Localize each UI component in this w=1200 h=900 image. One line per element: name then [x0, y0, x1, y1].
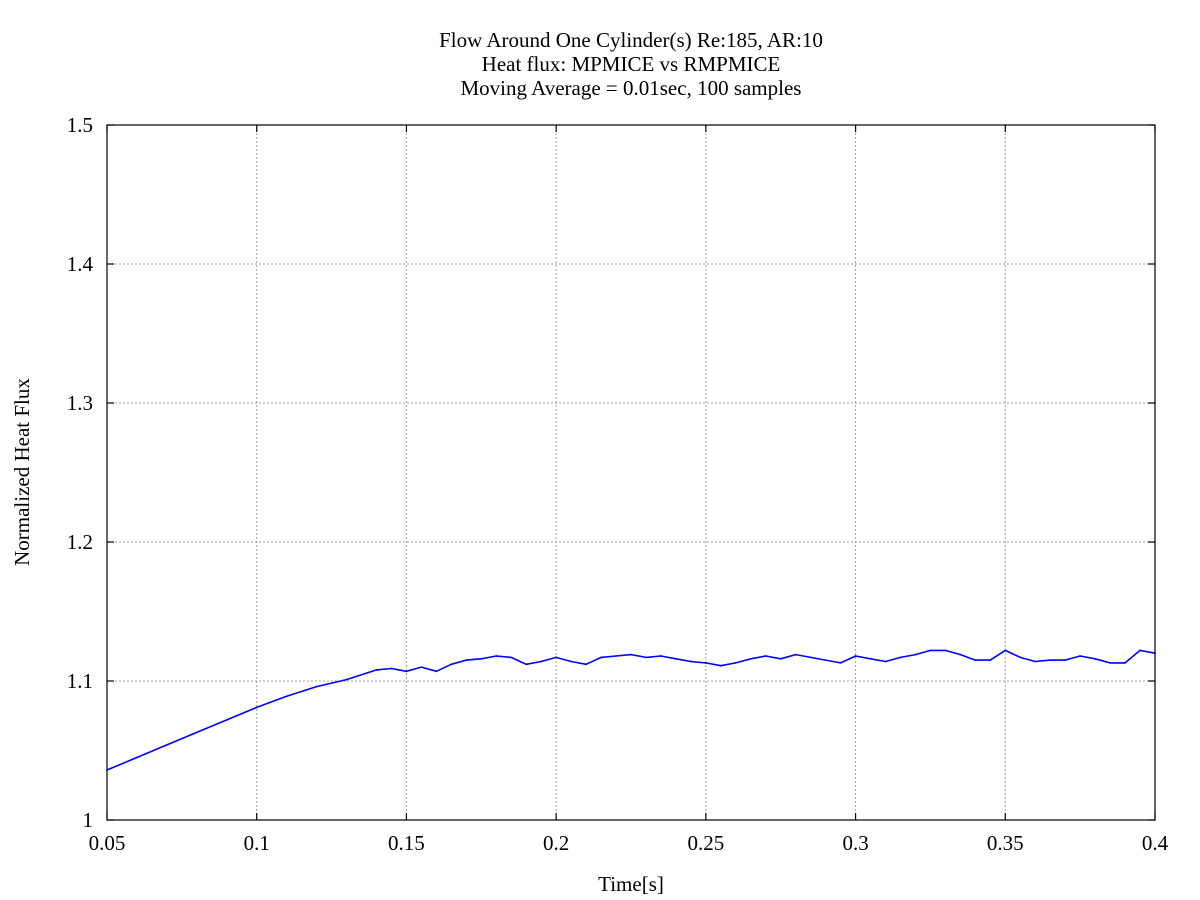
- data-point: [1124, 662, 1126, 664]
- y-tick-label: 1.1: [67, 669, 93, 693]
- y-axis-label: Normalized Heat Flux: [10, 378, 34, 566]
- data-point: [854, 655, 857, 657]
- x-tick-label: 0.4: [1142, 831, 1169, 855]
- data-point: [929, 649, 932, 652]
- data-point: [884, 660, 887, 663]
- data-point: [615, 655, 617, 657]
- data-point: [645, 656, 647, 659]
- x-tick-label: 0.35: [987, 831, 1024, 855]
- data-point: [1004, 649, 1007, 652]
- data-point: [570, 660, 572, 663]
- data-point: [375, 669, 378, 671]
- data-point: [435, 670, 438, 673]
- x-tick-label: 0.25: [687, 831, 724, 855]
- data-point: [705, 662, 707, 664]
- data-point: [989, 659, 992, 661]
- y-tick-label: 1.5: [67, 113, 93, 137]
- x-axis-label: Time[s]: [598, 872, 664, 896]
- chart-title: Flow Around One Cylinder(s) Re:185, AR:1…: [439, 28, 823, 100]
- x-tick-label: 0.05: [89, 831, 126, 855]
- data-point: [1034, 660, 1037, 663]
- series-group: [106, 649, 1156, 771]
- data-point: [555, 656, 557, 659]
- data-point: [285, 695, 288, 698]
- data-point: [824, 659, 827, 661]
- data-point: [465, 659, 468, 661]
- data-point: [480, 657, 483, 660]
- y-tick-label: 1.3: [67, 391, 93, 415]
- chart-title-line-1: Flow Around One Cylinder(s) Re:185, AR:1…: [439, 28, 823, 52]
- data-point: [585, 663, 587, 666]
- data-point: [719, 664, 722, 667]
- y-tick-label: 1.2: [67, 530, 93, 554]
- data-point: [1094, 657, 1096, 660]
- data-point: [794, 653, 797, 656]
- data-point: [1019, 656, 1022, 659]
- data-point: [255, 706, 258, 709]
- data-point: [839, 662, 842, 664]
- data-point: [630, 653, 632, 656]
- data-point: [974, 659, 977, 661]
- data-point: [809, 656, 812, 659]
- y-tick-label: 1.4: [67, 252, 94, 276]
- data-point: [195, 731, 198, 734]
- data-point: [510, 656, 513, 659]
- data-point: [944, 649, 947, 652]
- series-line: [106, 649, 1156, 771]
- data-point: [405, 670, 408, 673]
- data-point: [600, 656, 602, 659]
- data-point: [660, 655, 662, 657]
- data-point: [540, 660, 543, 663]
- data-point: [764, 655, 767, 657]
- plot-frame: [106, 124, 1156, 821]
- data-point: [166, 744, 168, 746]
- x-tick-label: 0.15: [388, 831, 425, 855]
- data-point: [1079, 655, 1081, 657]
- grid: [107, 125, 1155, 820]
- data-point: [136, 756, 138, 759]
- data-point: [869, 657, 872, 660]
- data-point: [959, 653, 962, 656]
- chart-title-line-3: Moving Average = 0.01sec, 100 samples: [461, 76, 802, 100]
- data-point: [1049, 659, 1052, 661]
- data-point: [450, 663, 453, 666]
- y-tick-label: 1: [83, 808, 94, 832]
- x-tick-label: 0.1: [244, 831, 270, 855]
- data-point: [734, 662, 737, 664]
- data-point: [779, 657, 782, 660]
- chart-title-line-2: Heat flux: MPMICE vs RMPMICE: [482, 52, 781, 76]
- data-point: [495, 655, 498, 657]
- data-point: [345, 678, 348, 681]
- data-point: [390, 667, 393, 670]
- data-point: [525, 663, 528, 666]
- data-point: [675, 657, 677, 660]
- x-tick-label: 0.3: [842, 831, 868, 855]
- x-tick-label: 0.2: [543, 831, 569, 855]
- data-point: [225, 719, 228, 721]
- axis-ticks: 0.05 0.1 0.15 0.2 0.25 0.3 0.35 0.4 1 1.1 1.2 1.3 1.…: [67, 113, 1169, 855]
- data-point: [690, 660, 692, 663]
- data-point: [899, 656, 902, 659]
- data-point: [914, 653, 917, 656]
- data-point: [1139, 649, 1141, 652]
- data-point: [315, 685, 318, 688]
- data-point: [1109, 662, 1111, 664]
- data-point: [420, 666, 423, 668]
- data-point: [1064, 659, 1067, 661]
- data-point: [749, 657, 752, 660]
